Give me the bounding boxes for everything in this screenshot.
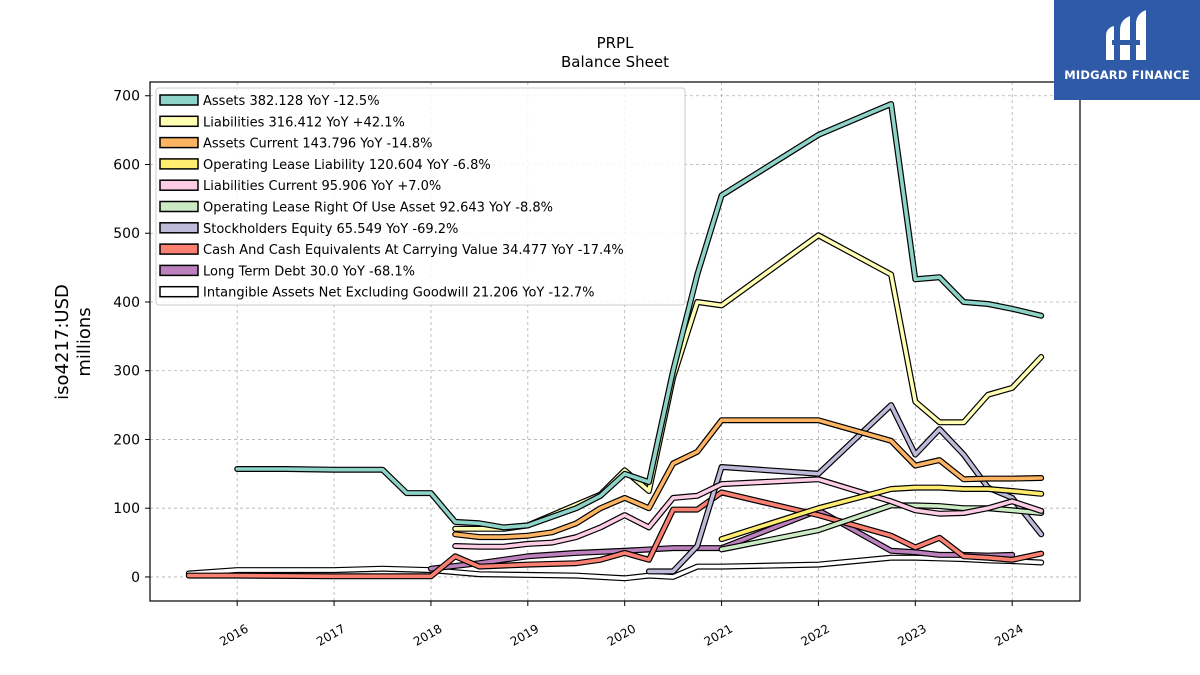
y-tick-label: 100 (113, 501, 140, 517)
series-line-core (453, 477, 1043, 549)
series-line-core (453, 418, 1043, 539)
y-tick-label: 700 (113, 89, 140, 105)
legend-swatch (159, 285, 199, 298)
legend-entry: Stockholders Equity 65.549 YoY -69.2% (203, 222, 458, 237)
series-line-9 (185, 554, 1045, 582)
x-tick-label: 2020 (605, 621, 638, 648)
brand-name: MIDGARD FINANCE (1064, 68, 1190, 82)
midgard-logo-icon (1106, 10, 1146, 60)
legend-swatch (159, 222, 199, 234)
series-line-5 (718, 502, 1045, 553)
x-tick-label: 2023 (895, 621, 928, 648)
legend: Assets 382.128 YoY -12.5% Liabilities 316… (155, 87, 686, 306)
midgard-finance-logo: MIDGARD FINANCE (1054, 0, 1200, 100)
y-tick-label: 300 (113, 364, 140, 380)
series-line-core (235, 102, 1043, 530)
legend-entry: Assets 382.128 YoY -12.5% (203, 94, 380, 109)
series-line-core (187, 490, 1043, 579)
series-line-2 (452, 417, 1045, 541)
y-axis-label-units: millions (74, 307, 95, 376)
y-tick-label: 600 (113, 157, 140, 173)
legend-swatch (159, 136, 199, 149)
series-lines (185, 101, 1045, 582)
chart-title: PRPL (597, 34, 635, 52)
legend-swatch (159, 200, 199, 213)
series-line-7 (185, 489, 1045, 580)
legend-swatch (159, 115, 199, 128)
x-tick-label: 2022 (798, 621, 831, 648)
legend-swatch (159, 158, 199, 170)
x-tick-label: 2024 (992, 621, 1025, 648)
legend-entry: Assets Current 143.796 YoY -14.8% (203, 137, 433, 152)
series-line-3 (718, 484, 1045, 543)
legend-entry: Operating Lease Liability 120.604 YoY -6… (203, 158, 491, 173)
series-line-4 (452, 476, 1045, 550)
series-line-core (187, 555, 1043, 581)
legend-swatch (159, 243, 199, 255)
legend-entry: Operating Lease Right Of Use Asset 92.64… (203, 201, 553, 216)
x-tick-label: 2016 (217, 621, 250, 648)
y-tick-label: 0 (131, 570, 140, 586)
legend-entry: Intangible Assets Net Excluding Goodwill… (203, 286, 594, 301)
x-tick-label: 2018 (411, 621, 444, 648)
y-tick-label: 500 (113, 226, 140, 242)
chart-subtitle: Balance Sheet (561, 53, 669, 71)
y-tick-label: 400 (113, 295, 140, 311)
legend-swatch (159, 94, 199, 106)
legend-entry: Liabilities Current 95.906 YoY +7.0% (203, 179, 441, 194)
y-tick-label: 200 (113, 432, 140, 448)
x-tick-label: 2019 (508, 621, 541, 648)
legend-entry: Liabilities 316.412 YoY +42.1% (203, 115, 405, 130)
series-line-0 (234, 101, 1045, 531)
legend-entry: Long Term Debt 30.0 YoY -68.1% (203, 264, 415, 279)
legend-entry: Cash And Cash Equivalents At Carrying Va… (203, 243, 624, 258)
x-tick-label: 2017 (314, 621, 347, 648)
legend-box (155, 87, 686, 306)
series-line-core (719, 485, 1043, 541)
legend-swatch (159, 179, 199, 191)
x-tick-label: 2021 (702, 621, 735, 648)
y-axis-label: iso4217:USD (52, 284, 73, 400)
legend-swatch (159, 264, 199, 277)
series-line-core (719, 503, 1043, 552)
plot-frame (149, 81, 1081, 602)
